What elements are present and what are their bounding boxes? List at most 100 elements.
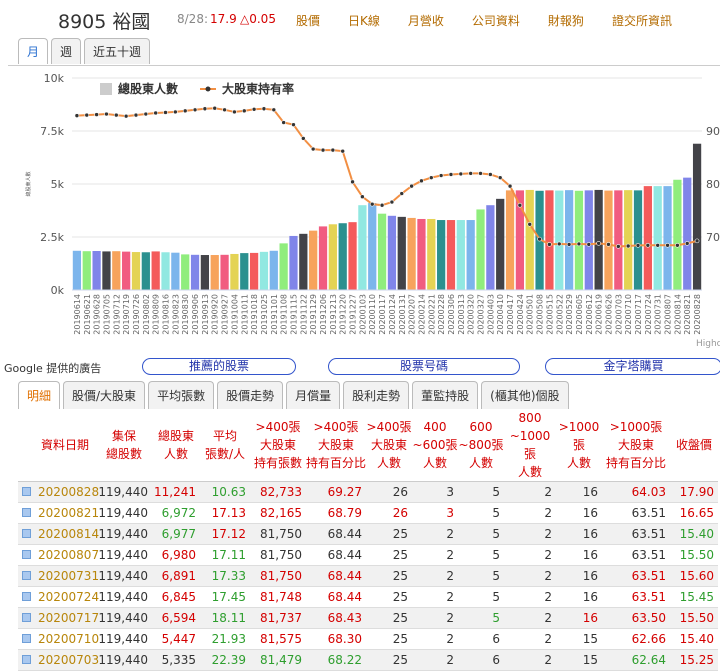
line-point xyxy=(113,112,119,118)
row-icon-cell xyxy=(18,649,34,671)
line-point xyxy=(271,107,277,113)
x-tick-label: 20191220 xyxy=(339,294,348,335)
nav-link[interactable]: 股價 xyxy=(296,14,321,28)
bar xyxy=(200,255,210,290)
nav-link[interactable]: 公司資料 xyxy=(471,14,520,28)
x-tick-label: 20190628 xyxy=(93,294,102,335)
bar xyxy=(397,216,406,290)
header-line: 總股東 xyxy=(157,429,194,443)
line-point xyxy=(448,172,454,177)
detail-tab[interactable]: 股價走勢 xyxy=(217,381,284,409)
bar xyxy=(210,255,219,290)
x-tick-label: 20191011 xyxy=(240,294,249,335)
bar xyxy=(574,190,584,290)
table-cell: 2 xyxy=(412,544,458,566)
detail-tab[interactable]: (櫃其他)個股 xyxy=(481,381,569,409)
table-cell: 25 xyxy=(366,523,412,545)
nav-link[interactable]: 證交所資訊 xyxy=(611,14,672,28)
column-header: >1000張 人數 xyxy=(556,409,602,482)
line-point xyxy=(104,111,109,117)
detail-tab[interactable]: 股價/大股東 xyxy=(63,381,146,409)
table-cell: 15 xyxy=(556,649,602,671)
x-tick-label: 20200320 xyxy=(467,294,476,335)
table-cell: 2 xyxy=(412,586,458,608)
detail-tab[interactable]: 董監持股 xyxy=(412,381,479,409)
bar xyxy=(309,230,318,290)
line-point xyxy=(625,243,631,249)
table-row: 20200814 119,440 6,977 17.12 81,750 68.44 25 2 5… xyxy=(18,523,718,545)
table-cell: 81,748 xyxy=(250,586,306,608)
bar xyxy=(555,190,564,290)
bar xyxy=(584,190,593,290)
column-header: >400張 大股東 人數 xyxy=(366,409,412,482)
bar xyxy=(624,190,633,290)
table-cell: 5,335 xyxy=(152,649,200,671)
y2-tick-label: 80 xyxy=(706,178,720,191)
table-cell: 17.33 xyxy=(200,565,250,587)
bar xyxy=(82,251,91,290)
line-point xyxy=(163,110,168,115)
ad-button[interactable]: 推薦的股票 xyxy=(142,358,296,375)
row-icon-cell xyxy=(18,544,34,566)
header-line: ~1000張 xyxy=(509,429,551,461)
bar xyxy=(564,190,574,290)
table-cell: 2 xyxy=(504,523,556,545)
bar xyxy=(249,252,259,290)
x-tick-label: 20191101 xyxy=(270,294,279,335)
line-point xyxy=(635,243,641,248)
line-point xyxy=(182,108,188,114)
line-point xyxy=(655,242,661,248)
x-tick-label: 20191122 xyxy=(299,294,308,335)
x-tick-label: 20200612 xyxy=(585,294,594,335)
x-tick-label: 20190816 xyxy=(162,294,171,335)
table-cell: 2 xyxy=(504,586,556,608)
x-tick-label: 20200124 xyxy=(388,294,397,335)
line-point xyxy=(399,191,405,196)
line-point xyxy=(301,136,306,141)
bar xyxy=(141,252,150,290)
bar xyxy=(604,190,613,290)
table-cell: 15.40 xyxy=(670,523,718,545)
bar xyxy=(328,224,337,290)
nav-link[interactable]: 月營收 xyxy=(407,14,444,28)
x-tick-label: 20200508 xyxy=(536,294,545,335)
detail-tab[interactable]: 月償量 xyxy=(286,381,341,409)
ad-button[interactable]: 股票号碼 xyxy=(328,358,520,375)
bar xyxy=(259,251,269,290)
bar xyxy=(358,205,367,290)
table-cell: 81,479 xyxy=(250,649,306,671)
row-icon-cell xyxy=(18,502,34,524)
table-cell: 15.50 xyxy=(670,544,718,566)
table-cell: 82,165 xyxy=(250,502,306,524)
header-line: >400張 xyxy=(313,420,359,434)
ad-label: Google 提供的廣告 xyxy=(4,362,102,375)
nav-link[interactable]: 財報狗 xyxy=(547,14,584,28)
table-row: 20200807 119,440 6,980 17.11 81,750 68.44 25 2 5… xyxy=(18,544,718,566)
row-icon-cell xyxy=(18,565,34,587)
period-tab[interactable]: 近五十週 xyxy=(84,38,151,64)
table-cell: 68.79 xyxy=(306,502,366,524)
column-header: 集保 總股數 xyxy=(96,409,152,482)
period-tab[interactable]: 月 xyxy=(18,38,49,64)
bar xyxy=(112,251,121,290)
nav-link[interactable]: 日K線 xyxy=(348,14,380,28)
header-line: 600 xyxy=(469,420,493,434)
detail-tab[interactable]: 股利走勢 xyxy=(343,381,410,409)
period-tab[interactable]: 週 xyxy=(51,38,82,64)
line-point xyxy=(222,107,227,113)
row-icon-cell xyxy=(18,607,34,629)
line-point xyxy=(596,241,601,246)
column-header: 800 ~1000張 人數 xyxy=(504,409,556,482)
table-cell: 16 xyxy=(556,565,602,587)
bar xyxy=(614,190,623,290)
detail-tab[interactable]: 平均張數 xyxy=(148,381,215,409)
table-cell: 68.43 xyxy=(306,607,366,629)
table-cell: 17.12 xyxy=(200,523,250,545)
detail-tab[interactable]: 明細 xyxy=(18,381,61,409)
header-line: 張數/人 xyxy=(204,447,246,461)
line-point xyxy=(458,171,464,177)
line-point xyxy=(438,173,444,178)
header-line: >400張 xyxy=(255,420,301,434)
ad-button[interactable]: 金字塔購買 xyxy=(545,358,720,375)
header-line: 人數 xyxy=(517,465,542,479)
